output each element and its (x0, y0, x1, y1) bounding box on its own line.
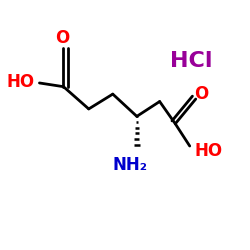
Text: O: O (194, 85, 209, 103)
Text: HO: HO (194, 142, 223, 160)
Text: O: O (55, 30, 70, 48)
Text: NH₂: NH₂ (112, 156, 147, 174)
Text: HO: HO (6, 73, 35, 91)
Text: HCl: HCl (170, 51, 212, 71)
